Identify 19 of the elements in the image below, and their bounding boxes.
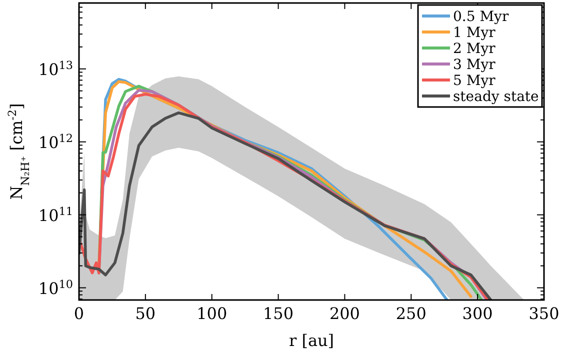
y-tick-label: 10$^{11}$ bbox=[38, 204, 73, 225]
legend-label: steady state bbox=[453, 89, 539, 105]
x-tick-label: 350 bbox=[528, 304, 560, 323]
legend-label: 2 Myr bbox=[453, 41, 496, 57]
x-tick-label: 250 bbox=[396, 304, 426, 323]
legend-label: 5 Myr bbox=[453, 73, 496, 89]
y-tick-label: 10$^{10}$ bbox=[38, 277, 73, 298]
x-axis-title: r [au] bbox=[288, 331, 334, 350]
x-tick-label: 100 bbox=[196, 304, 228, 323]
y-tick-label: 10$^{13}$ bbox=[38, 58, 73, 79]
x-tick-label: 0 bbox=[74, 304, 84, 323]
y-tick-label: 10$^{12}$ bbox=[38, 131, 73, 152]
x-tick-label: 300 bbox=[462, 304, 493, 323]
x-tick-label: 150 bbox=[263, 304, 294, 323]
legend-label: 3 Myr bbox=[453, 57, 496, 73]
legend-label: 1 Myr bbox=[453, 25, 496, 41]
legend-label: 0.5 Myr bbox=[453, 9, 509, 25]
x-tick-label: 50 bbox=[135, 304, 156, 323]
x-tick-label: 200 bbox=[329, 304, 360, 323]
